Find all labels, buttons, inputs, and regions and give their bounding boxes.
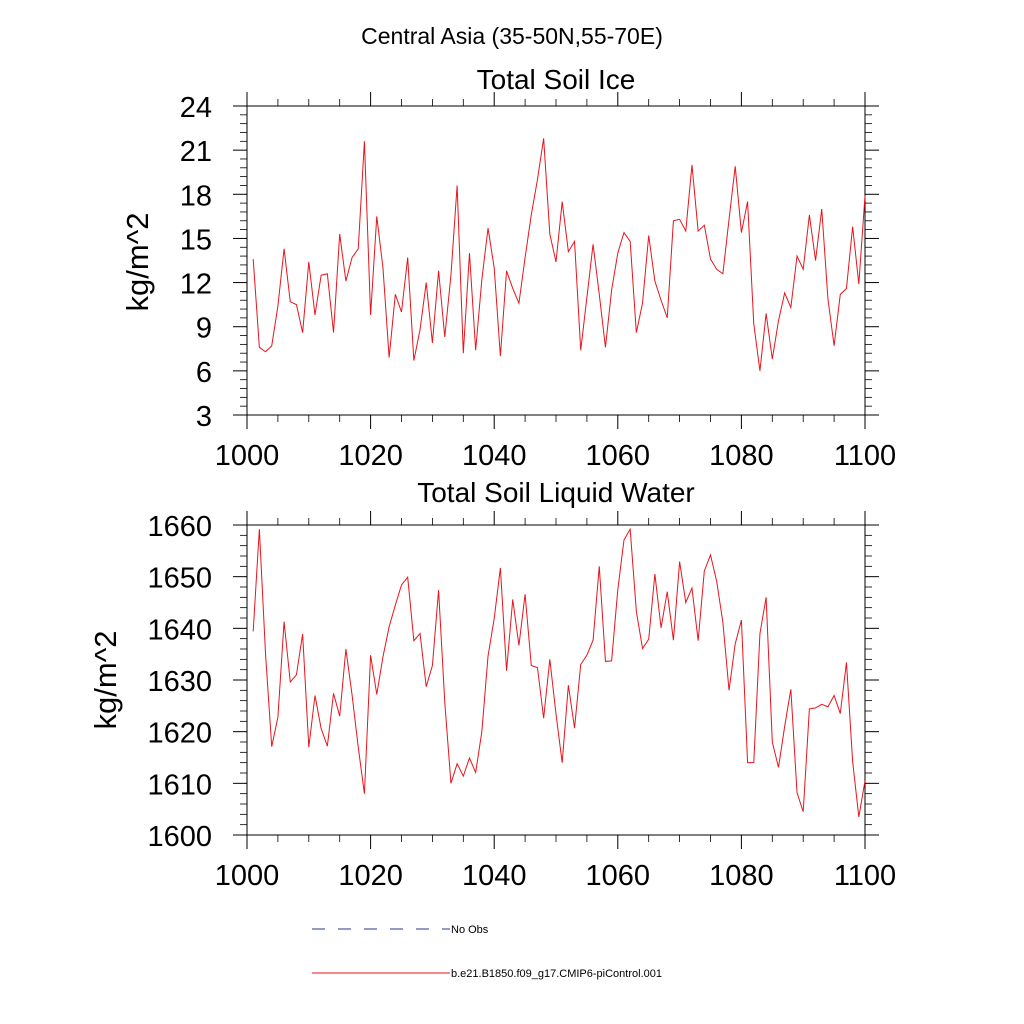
y-tick-label: 12 <box>180 269 212 301</box>
legend: No Obs b.e21.B1850.f09_g17.CMIP6-piContr… <box>312 924 662 980</box>
y-tick-label: 1660 <box>147 511 212 543</box>
x-tick-label: 1000 <box>215 860 280 892</box>
x-tick-label: 1100 <box>834 440 896 472</box>
y-tick-label: 9 <box>196 313 212 345</box>
y-tick-label: 1640 <box>147 614 212 646</box>
y-tick-label: 1650 <box>147 563 212 595</box>
x-tick-label: 1020 <box>338 860 403 892</box>
x-tick-label: 1020 <box>338 440 403 472</box>
x-tick-label: 1100 <box>834 860 896 892</box>
region-title: Central Asia (35-50N,55-70E) <box>361 23 663 49</box>
y-tick-label: 21 <box>180 136 212 168</box>
y-axis-label: kg/m^2 <box>120 213 155 312</box>
legend-label-model: b.e21.B1850.f09_g17.CMIP6-piControl.001 <box>451 968 662 980</box>
y-tick-label: 18 <box>180 180 212 212</box>
y-tick-label: 1620 <box>147 718 212 750</box>
y-tick-label: 15 <box>180 224 212 256</box>
y-tick-label: 24 <box>180 92 212 124</box>
series-line <box>252 527 866 818</box>
y-axis-label: kg/m^2 <box>88 631 123 730</box>
x-tick-label: 1000 <box>215 440 280 472</box>
series-line <box>252 138 866 371</box>
y-tick-label: 6 <box>196 357 212 389</box>
chart-title: Total Soil Liquid Water <box>417 477 695 508</box>
chart-panel-soil-ice: Total Soil Ice kg/m^2 1000 1020 1040 1060 10… <box>120 64 896 472</box>
plot-frame <box>246 524 866 836</box>
x-tick-label: 1080 <box>709 860 774 892</box>
chart-panel-soil-liquid-water: Total Soil Liquid Water kg/m^2 1000 1020 1… <box>88 477 896 892</box>
chart-title: Total Soil Ice <box>477 64 636 95</box>
x-tick-label: 1040 <box>462 440 527 472</box>
x-tick-label: 1060 <box>586 440 651 472</box>
y-tick-label: 1630 <box>147 666 212 698</box>
legend-label-no-obs: No Obs <box>451 924 489 936</box>
y-tick-label: 1600 <box>147 821 212 853</box>
x-tick-label: 1040 <box>462 860 527 892</box>
y-tick-label: 1610 <box>147 769 212 801</box>
x-tick-label: 1060 <box>586 860 651 892</box>
y-tick-label: 3 <box>196 401 212 433</box>
x-tick-label: 1080 <box>709 440 774 472</box>
